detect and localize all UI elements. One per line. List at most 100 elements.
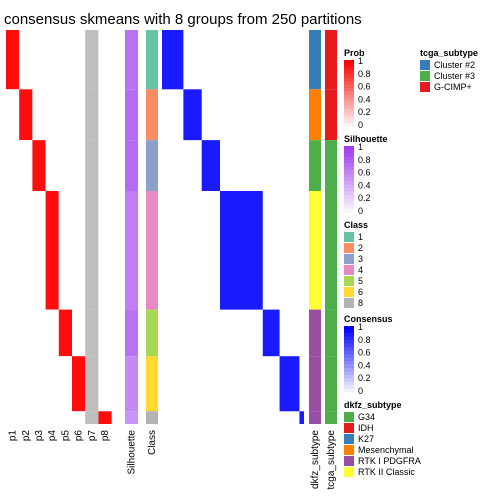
dkfz-legend-swatch bbox=[344, 423, 354, 433]
class-legend-label: 3 bbox=[358, 254, 363, 264]
heatmap-panels bbox=[6, 30, 337, 424]
silhouette-legend-gradient bbox=[344, 160, 354, 164]
prob-legend-gradient bbox=[344, 112, 354, 117]
consensus-block bbox=[299, 411, 304, 424]
consensus-legend-gradient bbox=[344, 378, 354, 383]
dkfz-subtype-cell bbox=[309, 89, 321, 141]
prob-cell bbox=[6, 309, 20, 357]
silhouette-legend-title: Silhouette bbox=[344, 134, 388, 144]
silhouette-cell bbox=[125, 309, 138, 357]
silhouette-cell bbox=[125, 140, 138, 191]
silhouette-legend-gradient bbox=[344, 156, 354, 161]
prob-legend-title: Prob bbox=[344, 48, 365, 58]
consensus-block bbox=[201, 140, 221, 191]
prob-legend-gradient bbox=[344, 88, 354, 92]
consensus-legend-gradient bbox=[344, 347, 354, 351]
prob-cell bbox=[72, 190, 86, 310]
class-cell bbox=[146, 356, 158, 412]
dkfz-legend-swatch bbox=[344, 412, 354, 422]
x-axis-label: Class bbox=[147, 430, 158, 455]
dkfz-legend-swatch bbox=[344, 456, 354, 466]
silhouette-legend-tick: 0.6 bbox=[358, 168, 371, 178]
x-axis-label: p1 bbox=[8, 430, 19, 442]
dkfz-legend-label: RTK I PDGFRA bbox=[358, 456, 421, 466]
silhouette-cell bbox=[125, 411, 138, 424]
consensus-legend-title: Consensus bbox=[344, 314, 393, 324]
tcga-subtype-cell bbox=[325, 190, 337, 310]
prob-cell bbox=[45, 190, 59, 310]
prob-cell bbox=[6, 140, 20, 191]
prob-cell bbox=[19, 190, 33, 310]
prob-legend-gradient bbox=[344, 102, 354, 106]
consensus-legend-gradient bbox=[344, 368, 354, 372]
x-axis-label: p8 bbox=[100, 430, 111, 442]
prob-cell bbox=[72, 89, 86, 141]
prob-cell bbox=[85, 190, 99, 310]
silhouette-legend-gradient bbox=[344, 146, 354, 150]
prob-cell bbox=[85, 89, 99, 141]
prob-legend-gradient bbox=[344, 105, 354, 110]
class-cell bbox=[146, 140, 158, 191]
silhouette-legend-gradient bbox=[344, 153, 354, 157]
prob-legend-gradient bbox=[344, 67, 354, 71]
prob-cell bbox=[85, 356, 99, 412]
prob-cell bbox=[45, 89, 59, 141]
prob-legend-gradient bbox=[344, 81, 354, 85]
prob-cell bbox=[98, 309, 112, 357]
consensus-legend-gradient bbox=[344, 375, 354, 379]
class-legend-label: 1 bbox=[358, 232, 363, 242]
tcga-legend-swatch bbox=[420, 82, 430, 92]
legends: Prob10.80.60.40.20Silhouette10.80.60.40.… bbox=[344, 48, 478, 477]
class-legend-swatch bbox=[344, 287, 354, 297]
silhouette-legend-gradient bbox=[344, 149, 354, 154]
silhouette-cell bbox=[125, 190, 138, 310]
prob-cell bbox=[19, 309, 33, 357]
prob-cell bbox=[98, 140, 112, 191]
dkfz-subtype-cell bbox=[309, 309, 321, 357]
consensus-legend-gradient bbox=[344, 389, 354, 393]
silhouette-legend-gradient bbox=[344, 174, 354, 178]
prob-legend-tick: 0 bbox=[358, 120, 363, 130]
prob-cell bbox=[85, 309, 99, 357]
silhouette-cell bbox=[125, 30, 138, 90]
consensus-legend-gradient bbox=[344, 340, 354, 344]
prob-cell bbox=[58, 190, 72, 310]
x-axis-label: Silhouette bbox=[127, 430, 138, 475]
silhouette-legend-gradient bbox=[344, 202, 354, 206]
prob-cell bbox=[19, 411, 33, 424]
consensus-legend-tick: 0.6 bbox=[358, 348, 371, 358]
consensus-block bbox=[162, 30, 184, 90]
prob-cell bbox=[98, 30, 112, 90]
x-axis-label: p5 bbox=[60, 430, 71, 442]
consensus-legend-gradient bbox=[344, 371, 354, 376]
x-axis-label: p3 bbox=[34, 430, 45, 442]
x-axis-label: dkfz_subtype bbox=[310, 430, 321, 489]
prob-legend-gradient bbox=[344, 63, 354, 68]
silhouette-legend-gradient bbox=[344, 212, 354, 217]
x-axis-label: p6 bbox=[74, 430, 85, 442]
tcga-subtype-cell bbox=[325, 411, 337, 424]
consensus-legend-gradient bbox=[344, 329, 354, 334]
prob-legend-gradient bbox=[344, 70, 354, 75]
dkfz-subtype-cell bbox=[309, 411, 321, 424]
consensus-legend-gradient bbox=[344, 336, 354, 341]
consensus-legend-tick: 0 bbox=[358, 386, 363, 396]
silhouette-legend-tick: 0.4 bbox=[358, 180, 371, 190]
prob-cell bbox=[72, 356, 86, 412]
silhouette-legend-gradient bbox=[344, 188, 354, 192]
prob-legend-gradient bbox=[344, 74, 354, 78]
x-axis-label: p2 bbox=[21, 430, 32, 442]
prob-cell bbox=[72, 140, 86, 191]
x-axis-labels: p1 p2 p3 p4 p5 p6 p7 p8 Silhouette Class dkfz_subt… bbox=[8, 430, 337, 490]
class-legend-swatch bbox=[344, 298, 354, 308]
consensus-block bbox=[183, 89, 202, 141]
prob-cell bbox=[32, 89, 46, 141]
tcga-legend-title: tcga_subtype bbox=[420, 48, 478, 58]
consensus-block bbox=[279, 356, 300, 412]
prob-cell bbox=[6, 190, 20, 310]
consensus-legend-tick: 0.4 bbox=[358, 360, 371, 370]
prob-cell bbox=[58, 89, 72, 141]
prob-cell bbox=[58, 309, 72, 357]
consensus-legend-gradient bbox=[344, 364, 354, 369]
prob-cell bbox=[85, 411, 99, 424]
